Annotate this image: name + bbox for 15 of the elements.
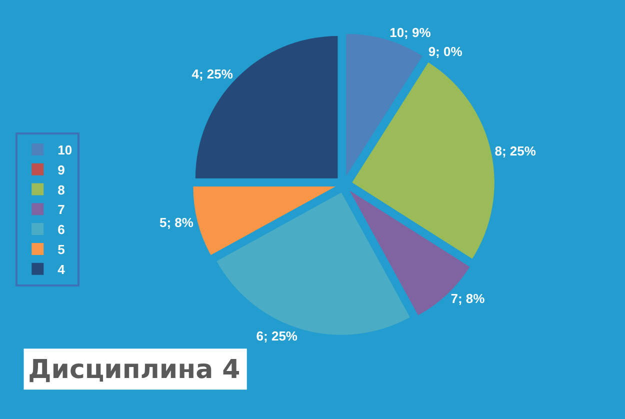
legend-label: 4: [58, 262, 66, 277]
data-label: 10; 9%: [390, 25, 432, 40]
legend-label: 7: [58, 202, 65, 218]
data-label: 8; 25%: [494, 144, 536, 159]
data-label: 6; 25%: [256, 328, 298, 344]
data-label: 7; 8%: [450, 290, 486, 306]
data-label: 5; 8%: [160, 214, 194, 230]
legend-label: 5: [58, 242, 65, 258]
text: Дисциплина 4: [28, 355, 240, 386]
legend-label: 10: [58, 142, 72, 158]
legend-label: 6: [58, 222, 65, 238]
legend-label: 8: [58, 182, 65, 198]
text: 9; 0%: [428, 44, 462, 60]
legend-label: 9: [58, 162, 65, 178]
data-label: 4; 25%: [192, 66, 234, 82]
